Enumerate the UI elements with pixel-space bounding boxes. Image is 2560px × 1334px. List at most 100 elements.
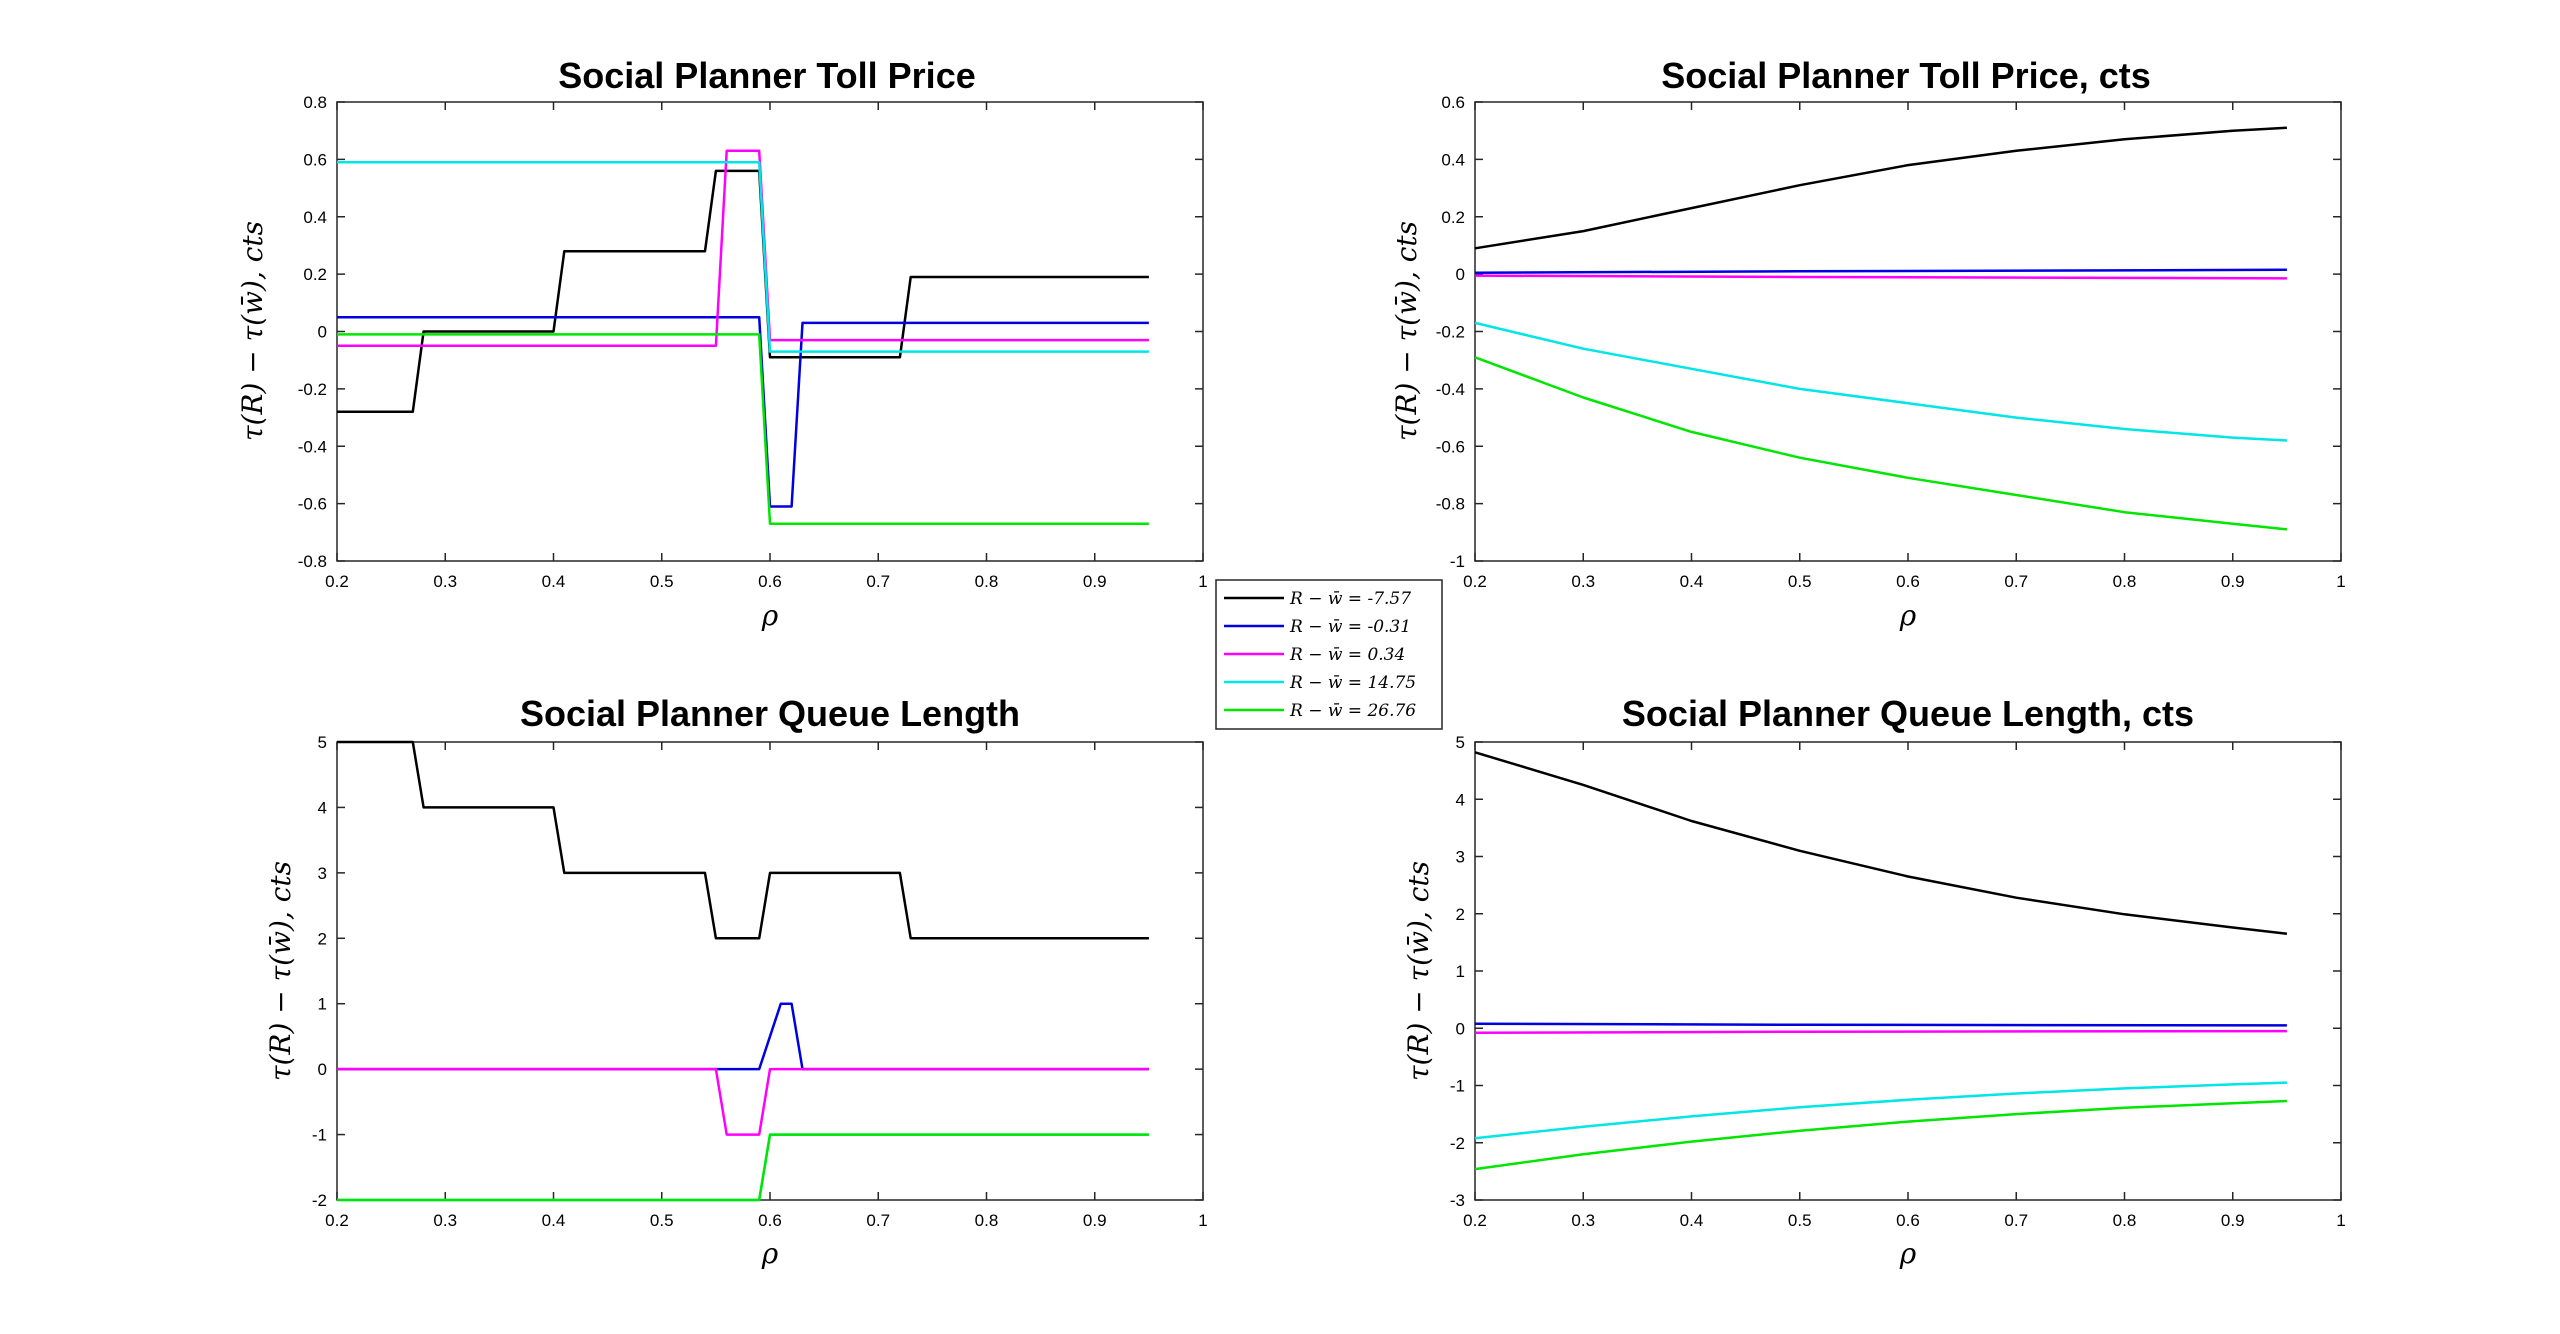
series-line: [1474, 751, 2288, 936]
y-tick-label: 0.6: [303, 150, 327, 169]
legend-label: R − w̄ = -7.57: [1289, 589, 1411, 609]
x-tick-label: 0.8: [2113, 572, 2137, 591]
y-tick-labels: 5 4 3 2 1 0 -1 -2 -3: [1450, 733, 1465, 1210]
y-tick-label: 4: [1456, 790, 1465, 809]
x-tick-label: 0.9: [2221, 1211, 2245, 1230]
x-tick-label: 0.4: [542, 1211, 566, 1230]
y-tick-label: 0: [318, 1060, 327, 1079]
x-tick-label: 0.5: [650, 572, 674, 591]
x-tick-label: 0.8: [975, 1211, 999, 1230]
y-tick-label: -0.4: [298, 437, 327, 456]
y-tick-label: 0: [318, 323, 327, 342]
series-line: [1474, 321, 2287, 442]
y-tick-labels: 0.8 0.6 0.4 0.2 0 -0.2 -0.4 -0.6 -0.8: [298, 93, 327, 571]
y-tick-label: 2: [318, 929, 327, 948]
y-axis-label: τ(R) − τ(w̄), cts: [236, 221, 269, 441]
chart-panel-toll-price: Social Planner Toll Price 0.2 0.3 0.4 0.5 0.…: [236, 55, 1208, 632]
x-axis-label: ρ: [1899, 1237, 1917, 1270]
x-tick-label: 0.9: [1083, 1211, 1107, 1230]
chart-panel-toll-price-cts: Social Planner Toll Price, cts 0.2 0.3 0.4…: [1390, 55, 2346, 632]
x-tick-label: 0.3: [433, 572, 457, 591]
y-tick-label: -3: [1450, 1191, 1465, 1210]
legend-label: R − w̄ = 0.34: [1289, 645, 1405, 665]
x-tick-label: 1: [2336, 572, 2345, 591]
legend-label: R − w̄ = 26.76: [1289, 701, 1416, 721]
chart-panel-queue-length-cts: Social Planner Queue Length, cts 0.2 0.3 0…: [1402, 693, 2346, 1270]
plot-area: [1474, 101, 2342, 562]
series-line: [337, 315, 1149, 508]
y-tick-label: 0.4: [1441, 150, 1465, 169]
x-tick-label: 0.6: [1896, 1211, 1920, 1230]
chart-title: Social Planner Toll Price: [558, 55, 975, 96]
series-line: [1474, 1029, 2287, 1035]
legend-label: R − w̄ = -0.31: [1289, 617, 1411, 637]
y-tick-label: -1: [312, 1126, 327, 1145]
plot-area: [336, 741, 1204, 1201]
y-tick-label: -2: [312, 1191, 327, 1210]
series-line: [1474, 126, 2287, 250]
y-tick-label: -1: [1450, 1077, 1465, 1096]
series-lines: [1474, 751, 2288, 1171]
legend-label: R − w̄ = 14.75: [1289, 673, 1416, 693]
x-tick-label: 0.7: [866, 1211, 890, 1230]
x-tick-label: 0.6: [758, 572, 782, 591]
y-tick-label: 4: [318, 798, 327, 817]
y-tick-label: 0.8: [303, 93, 327, 112]
x-tick-label: 0.7: [2004, 1211, 2028, 1230]
y-tick-label: 0: [1456, 265, 1465, 284]
y-tick-label: 2: [1456, 905, 1465, 924]
x-tick-label: 0.5: [1788, 572, 1812, 591]
x-axis-label: ρ: [1899, 599, 1917, 632]
x-tick-label: 0.3: [433, 1211, 457, 1230]
series-line: [337, 1067, 1149, 1136]
x-tick-label: 0.2: [1463, 1211, 1487, 1230]
x-tick-labels: 0.2 0.3 0.4 0.5 0.6 0.7 0.8 0.9 1: [1463, 572, 2346, 591]
x-tick-labels: 0.2 0.3 0.4 0.5 0.6 0.7 0.8 0.9 1: [325, 1211, 1208, 1230]
chart-title: Social Planner Queue Length, cts: [1622, 693, 2194, 734]
tick-marks: [1474, 741, 2342, 1201]
y-axis-label: τ(R) − τ(w̄), cts: [1402, 861, 1435, 1081]
legend-entry: R − w̄ = -7.57: [1224, 589, 1411, 609]
plot-area: [1474, 741, 2342, 1201]
x-tick-label: 0.4: [542, 572, 566, 591]
x-axis-label: ρ: [761, 1237, 779, 1270]
y-tick-labels: 0.6 0.4 0.2 0 -0.2 -0.4 -0.6 -0.8 -1: [1436, 93, 1465, 571]
y-tick-label: 0.6: [1441, 93, 1465, 112]
x-tick-label: 0.7: [2004, 572, 2028, 591]
y-tick-label: 0: [1456, 1019, 1465, 1038]
series-lines: [337, 740, 1149, 1202]
series-lines: [1474, 126, 2288, 531]
legend-entry: R − w̄ = -0.31: [1224, 617, 1411, 637]
x-tick-label: 0.7: [866, 572, 890, 591]
series-line: [337, 740, 1149, 940]
series-line: [337, 333, 1149, 525]
y-tick-label: 0.2: [303, 265, 327, 284]
x-tick-label: 0.3: [1571, 572, 1595, 591]
x-tick-label: 0.8: [975, 572, 999, 591]
y-tick-label: -1: [1450, 552, 1465, 571]
y-tick-label: -2: [1450, 1134, 1465, 1153]
legend-entry: R − w̄ = 0.34: [1224, 645, 1405, 665]
chart-panel-queue-length: Social Planner Queue Length 0.2 0.3 0.4 0.5…: [264, 693, 1208, 1270]
y-tick-label: -0.6: [298, 495, 327, 514]
x-tick-label: 0.6: [1896, 572, 1920, 591]
y-tick-label: -0.8: [1436, 495, 1465, 514]
y-axis-label: τ(R) − τ(w̄), cts: [1390, 221, 1423, 441]
x-tick-label: 1: [1198, 572, 1207, 591]
x-tick-label: 0.2: [325, 1211, 349, 1230]
x-tick-label: 1: [2336, 1211, 2345, 1230]
chart-title: Social Planner Toll Price, cts: [1661, 55, 2151, 96]
y-tick-label: 1: [318, 995, 327, 1014]
series-line: [1474, 274, 2287, 280]
y-tick-label: -0.8: [298, 552, 327, 571]
legend-entry: R − w̄ = 14.75: [1224, 673, 1416, 693]
chart-title: Social Planner Queue Length: [520, 693, 1020, 734]
y-tick-label: -0.4: [1436, 380, 1465, 399]
y-tick-label: 5: [318, 733, 327, 752]
x-axis-label: ρ: [761, 599, 779, 632]
y-tick-label: -0.2: [1436, 323, 1465, 342]
x-tick-label: 0.5: [650, 1211, 674, 1230]
y-tick-label: -0.2: [298, 380, 327, 399]
series-line: [1474, 1099, 2287, 1171]
